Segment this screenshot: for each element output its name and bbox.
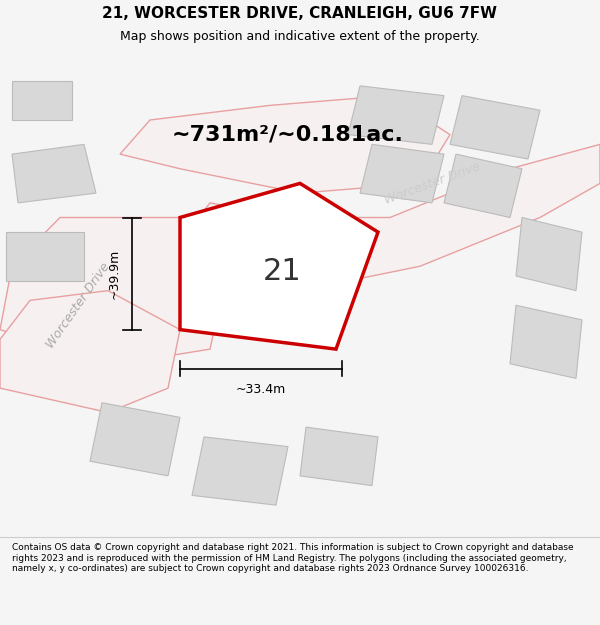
- Text: ~731m²/~0.181ac.: ~731m²/~0.181ac.: [172, 124, 404, 144]
- Text: ~39.9m: ~39.9m: [107, 248, 121, 299]
- Polygon shape: [180, 183, 378, 349]
- Text: 21, WORCESTER DRIVE, CRANLEIGH, GU6 7FW: 21, WORCESTER DRIVE, CRANLEIGH, GU6 7FW: [103, 6, 497, 21]
- Polygon shape: [90, 402, 180, 476]
- Text: Map shows position and indicative extent of the property.: Map shows position and indicative extent…: [120, 30, 480, 43]
- Polygon shape: [348, 86, 444, 144]
- Polygon shape: [510, 305, 582, 378]
- Polygon shape: [450, 96, 540, 159]
- Polygon shape: [360, 144, 444, 203]
- Text: ~33.4m: ~33.4m: [236, 383, 286, 396]
- Polygon shape: [12, 144, 96, 203]
- Polygon shape: [6, 232, 84, 281]
- Polygon shape: [300, 427, 378, 486]
- Text: Contains OS data © Crown copyright and database right 2021. This information is : Contains OS data © Crown copyright and d…: [12, 543, 574, 573]
- Text: Worcester Drive: Worcester Drive: [44, 260, 112, 351]
- Polygon shape: [0, 217, 228, 364]
- Polygon shape: [180, 144, 600, 291]
- Text: 21: 21: [263, 257, 301, 286]
- Polygon shape: [0, 291, 180, 412]
- Polygon shape: [444, 154, 522, 218]
- Text: Worcester Drive: Worcester Drive: [382, 160, 482, 207]
- Polygon shape: [120, 96, 450, 193]
- Polygon shape: [516, 217, 582, 291]
- Polygon shape: [12, 81, 72, 120]
- Polygon shape: [192, 437, 288, 505]
